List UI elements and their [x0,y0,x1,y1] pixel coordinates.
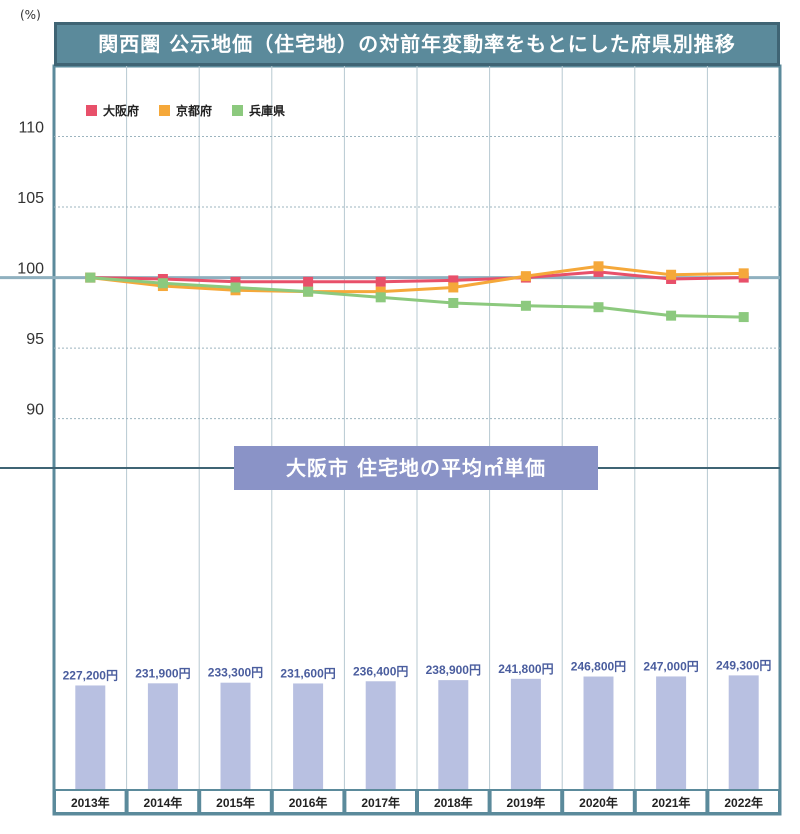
bar-value-label: 231,900円 [135,666,190,680]
bar [728,675,759,789]
series-line-0 [90,270,744,284]
x-tick-label: 2014年 [144,795,183,810]
bar-value-label: 231,600円 [280,666,335,680]
year-cell [56,791,125,812]
legend-item-kyoto: 京都府 [159,102,212,119]
chart-title: 関西圏 公示地価（住宅地）の対前年変動率をもとにした府県別推移 [54,22,780,66]
bar-value-label: 227,200円 [63,668,118,682]
legend-item-osaka: 大阪府 [86,102,139,119]
data-point-2 [303,286,314,297]
y-tick-label: 110 [18,120,44,137]
x-tick-label: 2018年 [434,795,473,810]
data-point-2 [85,272,96,283]
year-cell [128,791,198,812]
year-cell [273,791,343,812]
x-tick-label: 2022年 [724,795,763,810]
data-point-0 [593,266,604,277]
data-point-1 [738,268,749,279]
data-point-1 [448,282,459,293]
bar-value-label: 246,800円 [571,660,626,674]
bar [220,682,251,789]
x-tick-label: 2016年 [289,795,328,810]
bar-value-label: 249,300円 [716,658,771,672]
x-tick-label: 2021年 [652,795,691,810]
y-tick-label: 105 [17,190,44,207]
bar [293,683,324,789]
year-cell [636,791,706,812]
bar-value-label: 233,300円 [208,666,263,680]
data-point-0 [230,276,241,287]
data-point-2 [520,300,531,311]
bar [438,680,469,789]
data-point-0 [303,276,314,287]
data-point-0 [448,275,459,286]
bar [583,676,614,789]
year-cell [419,791,488,812]
y-tick-label: 95 [26,331,44,348]
series-line-2 [90,276,744,319]
bar-value-label: 238,900円 [426,663,481,677]
series-line-1 [90,264,744,294]
year-cell [709,791,778,812]
bar [656,676,687,789]
y-tick-label: 90 [26,402,44,419]
legend-label-hyogo: 兵庫県 [249,104,286,118]
y-tick-label: 100 [17,261,44,278]
bar-value-label: 236,400円 [353,664,408,678]
bar [365,681,396,789]
legend-swatch-kyoto [159,105,171,116]
data-point-2 [375,292,386,303]
data-point-1 [593,261,604,272]
x-tick-label: 2019年 [507,795,546,810]
data-point-1 [520,271,531,282]
data-point-0 [375,276,386,287]
data-point-2 [448,297,459,308]
bar-value-label: 247,000円 [643,659,698,673]
year-cell [564,791,633,812]
y-axis-unit: (%) [20,8,41,22]
data-point-2 [593,302,604,313]
year-cell [346,791,415,812]
x-tick-label: 2017年 [361,795,400,810]
chart-legend: 大阪府 京都府 兵庫県 [86,102,285,119]
legend-label-osaka: 大阪府 [103,104,140,118]
x-tick-label: 2013年 [71,795,110,810]
legend-swatch-osaka [86,105,97,116]
year-cell [491,791,561,812]
data-point-1 [375,286,386,297]
data-point-2 [157,278,168,289]
bar [147,683,178,789]
bar [75,685,106,789]
bar-section-title: 大阪市 住宅地の平均㎡単価 [234,446,598,490]
year-cell [201,791,270,812]
legend-label-kyoto: 京都府 [176,104,213,118]
data-point-2 [738,312,749,323]
data-point-1 [666,269,677,280]
bar-value-label: 241,800円 [498,662,553,676]
data-point-2 [230,282,241,293]
x-tick-label: 2020年 [579,795,618,810]
data-point-2 [666,310,677,321]
legend-swatch-hyogo [232,105,244,116]
legend-item-hyogo: 兵庫県 [232,102,285,119]
bar [510,678,541,789]
x-tick-label: 2015年 [216,795,255,810]
